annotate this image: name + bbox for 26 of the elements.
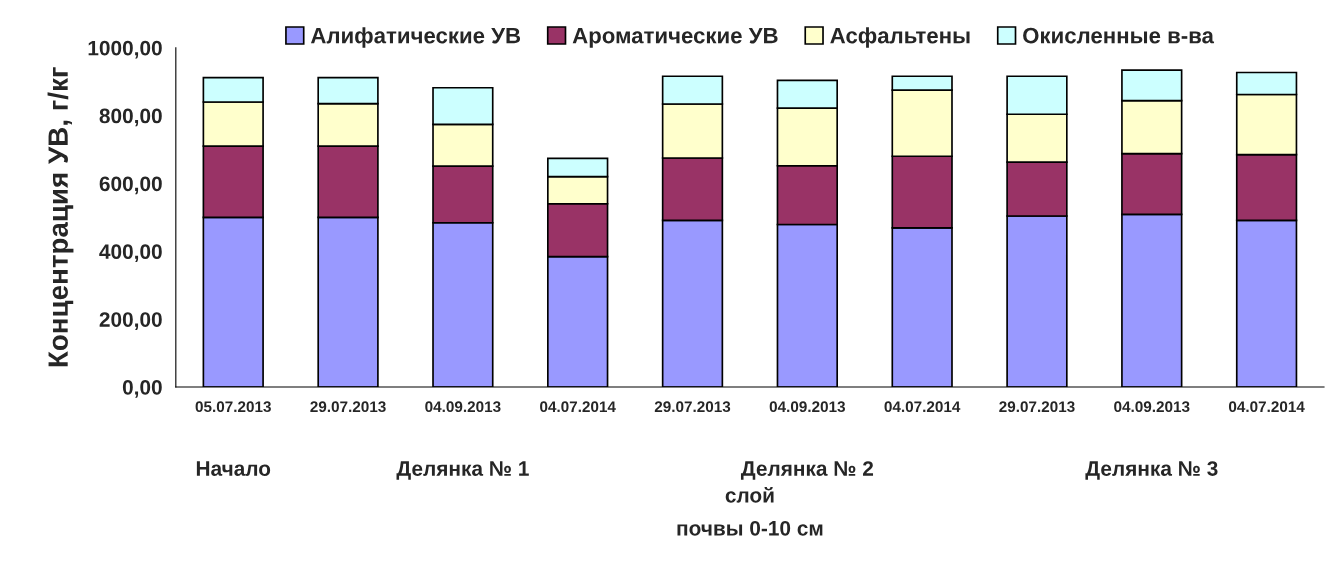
x-tick-label: 04.07.2014 bbox=[884, 401, 961, 413]
y-tick-label: 200,00 bbox=[99, 312, 162, 330]
x-tick-label: 29.07.2013 bbox=[654, 401, 731, 413]
x-tick-label: 04.09.2013 bbox=[769, 401, 846, 413]
y-axis-title: Концентрация УВ, г/кг bbox=[47, 67, 74, 367]
y-tick-label: 400,00 bbox=[99, 244, 162, 263]
x-tick-label: 04.09.2013 bbox=[425, 401, 501, 413]
x-tick-label: 05.07.2013 bbox=[195, 401, 271, 413]
x-axis-title: слой почвы 0-10 см bbox=[677, 486, 823, 536]
y-tick-label: 600,00 bbox=[99, 176, 162, 195]
legend-label: Ароматические УВ bbox=[572, 27, 778, 48]
y-tick-label: 0,00 bbox=[122, 379, 162, 398]
text: Делянка № 1 bbox=[396, 461, 529, 480]
x-tick-label: 04.07.2014 bbox=[1228, 401, 1305, 413]
legend-label: Асфальтены bbox=[830, 27, 970, 48]
y-tick-label: 800,00 bbox=[99, 108, 162, 127]
x-tick-label: 04.07.2014 bbox=[540, 401, 616, 413]
x-tick-label: 29.07.2013 bbox=[310, 401, 386, 413]
y-tick-label: 1000,00 bbox=[88, 40, 162, 59]
x-tick-label: 04.09.2013 bbox=[1114, 401, 1190, 413]
legend-label: Окисленные в-ва bbox=[1023, 27, 1215, 44]
text: Начало bbox=[196, 461, 271, 476]
legend-label: Алифатические УВ bbox=[310, 27, 521, 48]
x-tick-label: 29.07.2013 bbox=[999, 401, 1075, 413]
text: Делянка № 2 bbox=[740, 461, 874, 480]
text: Делянка № 3 bbox=[1085, 461, 1218, 480]
